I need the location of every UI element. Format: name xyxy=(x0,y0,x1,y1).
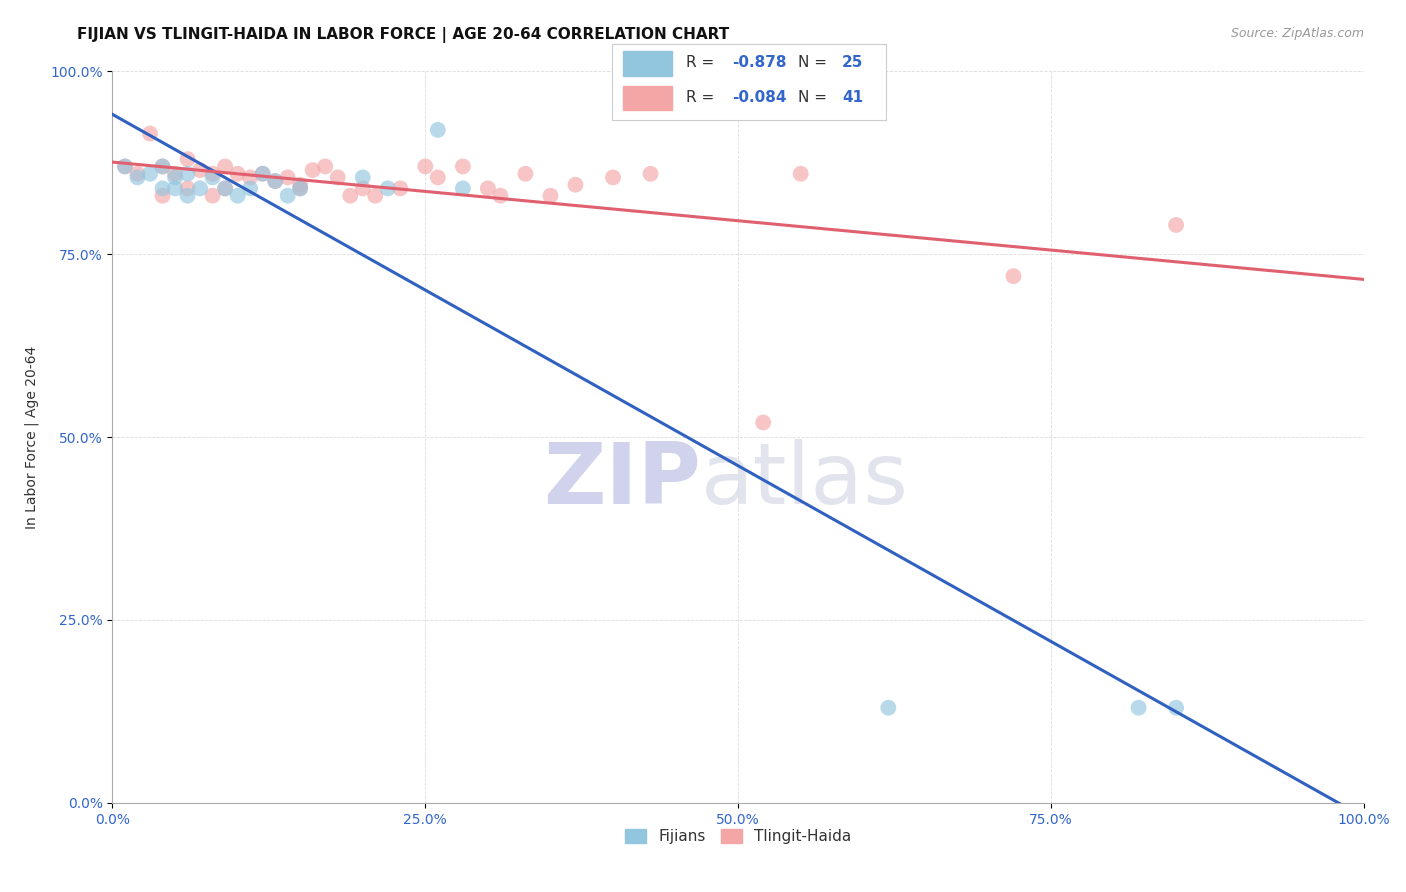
Point xyxy=(538,188,561,202)
Point xyxy=(377,181,399,195)
Point xyxy=(252,167,274,181)
Point xyxy=(515,167,537,181)
Point xyxy=(877,700,900,714)
Point xyxy=(389,181,412,195)
Point xyxy=(1164,700,1187,714)
Point xyxy=(489,188,512,202)
Point xyxy=(139,127,162,141)
Text: -0.878: -0.878 xyxy=(733,55,787,70)
Point xyxy=(352,181,374,195)
Point xyxy=(277,188,299,202)
Point xyxy=(114,160,136,174)
Point xyxy=(201,170,224,185)
Point xyxy=(201,188,224,202)
Point xyxy=(188,181,211,195)
Point xyxy=(326,170,349,185)
Point xyxy=(163,181,186,195)
Text: -0.084: -0.084 xyxy=(733,90,787,105)
Point xyxy=(139,167,162,181)
Point xyxy=(114,160,136,174)
Point xyxy=(176,188,198,202)
Point xyxy=(301,163,323,178)
Point xyxy=(127,170,149,185)
Legend: Fijians, Tlingit-Haida: Fijians, Tlingit-Haida xyxy=(619,822,858,850)
FancyBboxPatch shape xyxy=(623,52,672,76)
Point xyxy=(640,167,662,181)
Point xyxy=(352,170,374,185)
Point xyxy=(226,167,249,181)
Point xyxy=(1002,269,1025,284)
Point xyxy=(564,178,586,192)
Point xyxy=(413,160,436,174)
Point xyxy=(163,170,186,185)
Point xyxy=(152,181,174,195)
Text: FIJIAN VS TLINGIT-HAIDA IN LABOR FORCE | AGE 20-64 CORRELATION CHART: FIJIAN VS TLINGIT-HAIDA IN LABOR FORCE |… xyxy=(77,27,730,43)
Point xyxy=(1128,700,1150,714)
Text: atlas: atlas xyxy=(700,440,908,523)
Point xyxy=(163,167,186,181)
Point xyxy=(176,181,198,195)
Point xyxy=(152,188,174,202)
Point xyxy=(214,181,236,195)
Point xyxy=(214,181,236,195)
Text: ZIP: ZIP xyxy=(543,440,700,523)
Point xyxy=(152,160,174,174)
Y-axis label: In Labor Force | Age 20-64: In Labor Force | Age 20-64 xyxy=(24,345,39,529)
Point xyxy=(790,167,813,181)
Point xyxy=(239,170,262,185)
Point xyxy=(426,170,449,185)
Text: 25: 25 xyxy=(842,55,863,70)
Point xyxy=(314,160,336,174)
Text: Source: ZipAtlas.com: Source: ZipAtlas.com xyxy=(1230,27,1364,40)
Point xyxy=(451,160,474,174)
Text: R =: R = xyxy=(686,55,718,70)
Point xyxy=(602,170,624,185)
Point xyxy=(277,170,299,185)
Text: N =: N = xyxy=(799,90,832,105)
Point xyxy=(752,416,775,430)
Point xyxy=(201,167,224,181)
Point xyxy=(188,163,211,178)
Point xyxy=(426,123,449,137)
Point xyxy=(239,181,262,195)
Point xyxy=(176,152,198,166)
Point xyxy=(290,178,312,192)
Point xyxy=(264,174,287,188)
Point xyxy=(264,174,287,188)
FancyBboxPatch shape xyxy=(623,87,672,111)
Point xyxy=(152,160,174,174)
Text: N =: N = xyxy=(799,55,832,70)
Point xyxy=(290,181,312,195)
Point xyxy=(127,167,149,181)
Point xyxy=(1164,218,1187,232)
Point xyxy=(477,181,499,195)
Point xyxy=(226,188,249,202)
Point xyxy=(364,188,387,202)
Point xyxy=(290,181,312,195)
Point xyxy=(176,167,198,181)
Text: 41: 41 xyxy=(842,90,863,105)
FancyBboxPatch shape xyxy=(612,44,886,120)
Point xyxy=(252,167,274,181)
Text: R =: R = xyxy=(686,90,718,105)
Point xyxy=(214,160,236,174)
Point xyxy=(451,181,474,195)
Point xyxy=(339,188,361,202)
